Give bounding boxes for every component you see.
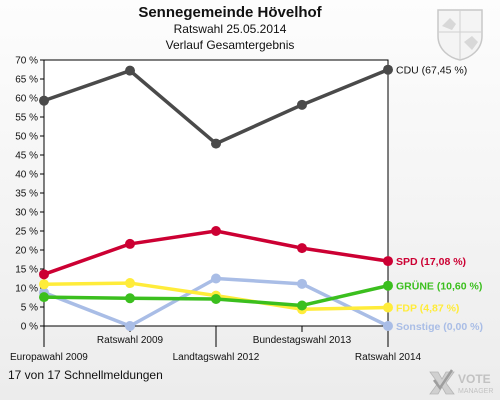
data-point <box>125 293 135 304</box>
data-point <box>39 279 49 290</box>
end-label: FDP (4,87 %) <box>396 302 459 314</box>
chart-subtitle: Ratswahl 25.05.2014 <box>173 22 287 36</box>
y-tick-label: 65 % <box>15 75 38 86</box>
logo-text-vote: VOTE <box>458 372 491 386</box>
data-point <box>125 65 135 76</box>
x-tick-label: Landtagswahl 2012 <box>173 352 260 363</box>
data-point <box>39 292 49 303</box>
votemanager-logo: VOTE MANAGER <box>429 369 493 395</box>
state-crest-icon <box>437 9 483 61</box>
x-tick-label: Ratswahl 2009 <box>97 335 164 346</box>
data-point <box>297 99 307 110</box>
y-tick-label: 20 % <box>15 246 38 257</box>
data-point <box>383 64 393 75</box>
logo-text-manager: MANAGER <box>458 388 493 395</box>
data-point <box>297 243 307 254</box>
y-tick-label: 0 % <box>21 322 38 333</box>
y-tick-label: 45 % <box>15 151 38 162</box>
y-tick-label: 40 % <box>15 170 38 181</box>
y-tick-label: 55 % <box>15 113 38 124</box>
end-label: GRÜNE (10,60 %) <box>396 280 482 293</box>
data-point <box>383 256 393 267</box>
data-point <box>211 226 221 236</box>
y-tick-label: 5 % <box>21 303 38 314</box>
y-tick-label: 50 % <box>15 132 38 143</box>
data-point <box>125 321 135 331</box>
series-gr-ne <box>39 280 393 311</box>
y-tick-label: 15 % <box>15 265 38 276</box>
data-point <box>39 269 49 280</box>
data-point <box>211 273 221 284</box>
data-point <box>383 302 393 313</box>
x-tick-label: Bundestagswahl 2013 <box>253 335 352 346</box>
y-tick-label: 70 % <box>15 56 38 67</box>
y-tick-label: 35 % <box>15 189 38 200</box>
chart-caption: Verlauf Gesamtergebnis <box>165 38 295 52</box>
data-point <box>297 300 307 311</box>
series-cdu <box>39 64 393 149</box>
x-tick-label: Ratswahl 2014 <box>355 352 422 363</box>
status-text: 17 von 17 Schnellmeldungen <box>8 368 163 382</box>
data-point <box>383 321 393 331</box>
chart-title: Sennegemeinde Hövelhof <box>138 4 322 21</box>
data-point <box>39 95 49 106</box>
data-point <box>125 238 135 249</box>
end-label: SPD (17,08 %) <box>396 256 466 268</box>
y-tick-label: 25 % <box>15 227 38 238</box>
end-label: CDU (67,45 %) <box>396 65 467 77</box>
data-point <box>297 278 307 289</box>
end-label: Sonstige (0,00 %) <box>396 321 483 333</box>
data-point <box>125 278 135 289</box>
y-tick-label: 10 % <box>15 284 38 295</box>
plot-area <box>43 59 389 327</box>
data-point <box>211 294 221 305</box>
y-tick-label: 30 % <box>15 208 38 219</box>
data-point <box>211 138 221 149</box>
series-spd <box>39 226 393 280</box>
y-tick-label: 60 % <box>15 94 38 105</box>
x-tick-label: Europawahl 2009 <box>10 352 88 363</box>
data-point <box>383 280 393 291</box>
